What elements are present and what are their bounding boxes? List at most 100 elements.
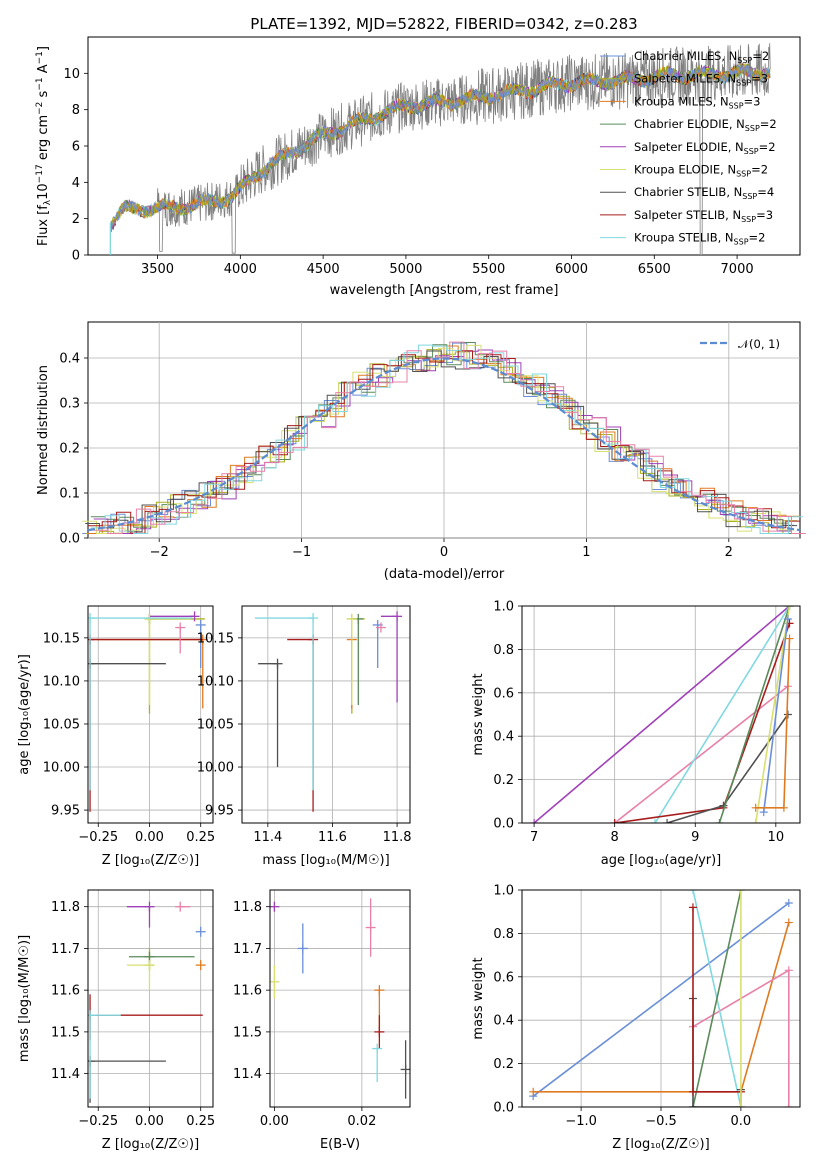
weight_vs_Z-xtick-label: −0.5 [645, 1114, 677, 1129]
residuals-hist-chabrier_miles [82, 342, 795, 534]
weight_vs_Z-series-chabrier_miles [532, 902, 790, 1097]
age_vs_mass-panel: 11.4 11.6 11.8 9.95 10.00 10.05 10.10 10.15 mass… [197, 605, 412, 868]
weight_vs_age-series-kroupa_elodie [754, 606, 791, 823]
age_vs_Z-xtick-label: −0.25 [78, 830, 118, 845]
spectrum-legend-label: Kroupa ELODIE, NSSP=2 [634, 163, 768, 179]
age_vs_mass-xtick-label: 11.8 [383, 830, 412, 845]
weight_vs_age-series-marker [759, 808, 768, 817]
age_vs_mass-plot-area [254, 611, 403, 812]
age_vs_mass-ytick-label: 10.10 [197, 674, 234, 689]
mass_vs_Z-ytick-label: 11.5 [51, 1025, 80, 1040]
weight_vs_Z-series-marker [529, 1087, 538, 1096]
weight_vs_age-xtick-label: 8 [611, 830, 619, 845]
weight_vs_Z-series-marker [784, 1103, 793, 1107]
weight_vs_Z-ytick-label: 0.2 [493, 1057, 514, 1072]
spectrum-legend: Chabrier MILES, NSSP=2 Salpeter MILES, NS… [600, 49, 777, 247]
spectrum-ylabel: Flux [fλ10−17 erg cm−2 s−1 A−1] [35, 46, 53, 246]
spectrum-xtick-label: 5500 [472, 262, 505, 277]
age_vs_Z-xtick-label: 0.00 [135, 830, 164, 845]
residuals-hist-chabrier_elodie [90, 342, 803, 534]
residuals-ytick-label: 0.4 [59, 352, 80, 367]
weight_vs_Z-series-marker [736, 1103, 745, 1107]
residuals-hist-salpeter_miles [85, 349, 798, 534]
spectrum-ytick-label: 6 [72, 140, 80, 155]
weight_vs_Z-series-chabrier_stelib [692, 998, 742, 1107]
weight_vs_age-series-marker [783, 615, 792, 624]
age_vs_Z-ytick-label: 10.10 [43, 674, 80, 689]
weight_vs_Z-xtick-label: 0.0 [731, 1114, 752, 1129]
spectrum-xtick-label: 7000 [721, 262, 754, 277]
spectrum-xtick-label: 6000 [555, 262, 588, 277]
mass_vs_ebv-xtick-label: 0.02 [347, 1114, 376, 1129]
weight_vs_Z-series-chabrier_elodie [692, 890, 742, 1107]
residuals-hist-salpeter_elodie [93, 349, 806, 534]
residuals-plot-area: −2 −1 0 1 2 0.0 0.1 0.2 0.3 0.4 (data-model)/error… [36, 322, 806, 582]
mass_vs_ebv-ytick-label: 11.7 [233, 942, 262, 957]
age_vs_mass-ytick-label: 10.15 [197, 631, 234, 646]
spectrum-xtick-label: 4500 [307, 262, 340, 277]
residuals-panel: −2 −1 0 1 2 0.0 0.1 0.2 0.3 0.4 (data-model)/error… [36, 321, 806, 582]
age_vs_Z-ytick-label: 10.05 [43, 717, 80, 732]
residuals-ytick-label: 0.2 [59, 442, 80, 457]
residuals-ytick-label: 0.0 [59, 532, 80, 547]
age_vs_Z-plot-area [88, 611, 208, 812]
residuals-legend-label: 𝒩(0, 1) [738, 337, 780, 351]
weight_vs_Z-ytick-label: 0.8 [493, 927, 514, 942]
age_vs_Z-ytick-label: 10.15 [43, 631, 80, 646]
mass_vs_ebv-panel: 0.00 0.02 11.4 11.5 11.6 11.7 11.8 E(B-V) [233, 889, 411, 1152]
weight_vs_age-series-salpeter_elodie [533, 606, 791, 823]
spectrum-legend-label: Chabrier ELODIE, NSSP=2 [634, 117, 777, 133]
weight_vs_age-ytick-label: 1.0 [493, 600, 514, 615]
weight_vs_age-series-kroupa_stelib [654, 606, 791, 823]
spectrum-legend-label: Salpeter MILES, NSSP=3 [634, 72, 768, 88]
spectrum-ytick-label: 0 [72, 249, 80, 264]
residuals-xlabel: (data-model)/error [384, 567, 505, 582]
spectrum-ytick-label: 2 [72, 212, 80, 227]
weight_vs_Z-series-marker [688, 890, 697, 894]
parameter-panels: −0.25 0.00 0.25 9.95 10.00 10.05 10.10 10.15 Z [… [17, 600, 801, 1152]
spectrum-ytick-label: 10 [63, 67, 80, 82]
age_vs_mass-ytick-label: 10.05 [197, 717, 234, 732]
weight_vs_age-xlabel: age [log₁₀(age/yr)] [601, 853, 722, 868]
mass_vs_Z-xtick-label: 0.25 [186, 1114, 215, 1129]
residuals-hist-kroupa_elodie [82, 344, 795, 534]
residuals-hist-pink [93, 341, 806, 534]
age_vs_Z-panel: −0.25 0.00 0.25 9.95 10.00 10.05 10.10 10.15 Z [… [17, 605, 215, 868]
weight_vs_Z-series-marker [688, 1103, 697, 1107]
weight_vs_Z-xtick-label: −1.0 [565, 1114, 597, 1129]
age_vs_mass-axes-frame [241, 605, 411, 824]
mass_vs_Z-axes-frame [87, 889, 214, 1108]
mass_vs_Z-ytick-label: 11.7 [51, 942, 80, 957]
weight_vs_Z-series-marker [736, 890, 745, 894]
weight_vs_age-series-chabrier_miles [762, 618, 789, 813]
spectrum-xtick-label: 3500 [141, 262, 174, 277]
weight_vs_age-series-marker [650, 819, 659, 823]
mass_vs_ebv-axes-frame [269, 889, 411, 1108]
mass_vs_Z-ytick-label: 11.4 [51, 1067, 80, 1082]
weight_vs_Z-axes-frame [521, 889, 801, 1108]
age_vs_Z-ytick-label: 10.00 [43, 761, 80, 776]
spectrum-xlabel: wavelength [Angstrom, rest frame] [330, 283, 559, 298]
weight_vs_Z-ytick-label: 0.6 [493, 970, 514, 985]
age_vs_mass-xtick-label: 11.4 [253, 830, 282, 845]
mass_vs_ebv-ytick-label: 11.5 [233, 1025, 262, 1040]
weight_vs_age-series-salpeter_stelib [614, 623, 791, 823]
residuals-hist-chabrier_stelib [85, 350, 798, 533]
weight_vs_age-axes-frame [521, 605, 801, 824]
residuals-xtick-label: 2 [725, 545, 733, 560]
spectrum-curves [109, 43, 771, 255]
weight_vs_Z-plot-area [529, 890, 793, 1107]
weight_vs_Z-ytick-label: 0.4 [493, 1014, 514, 1029]
weight_vs_age-series-marker [751, 819, 760, 823]
spectrum-data-curve [109, 43, 771, 255]
weight_vs_age-series-marker [715, 819, 724, 823]
mass_vs_Z-plot-area [88, 901, 206, 1103]
weight_vs_age-xtick-label: 10 [768, 830, 785, 845]
weight_vs_age-series-marker [783, 710, 792, 719]
residuals-xtick-label: 0 [440, 545, 448, 560]
figure-title: PLATE=1392, MJD=52822, FIBERID=0342, z=0… [250, 15, 637, 33]
spectrum-model-chabrier_miles [110, 63, 771, 230]
spectrum-model-kroupa_miles [110, 64, 771, 228]
spectrum-panel: Chabrier MILES, NSSP=2 Salpeter MILES, NS… [87, 36, 801, 256]
